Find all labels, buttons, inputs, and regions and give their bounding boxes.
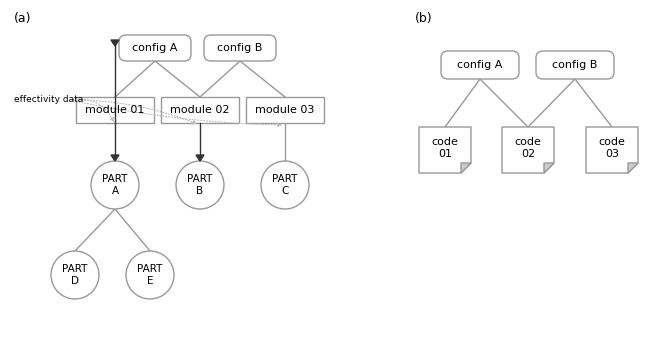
Text: PART
E: PART E xyxy=(137,264,163,286)
Text: PART
A: PART A xyxy=(102,174,128,196)
FancyBboxPatch shape xyxy=(536,51,614,79)
Bar xyxy=(246,97,324,123)
Text: PART
B: PART B xyxy=(187,174,213,196)
Text: module 01: module 01 xyxy=(85,105,145,115)
Circle shape xyxy=(91,161,139,209)
Polygon shape xyxy=(111,155,119,161)
Text: module 02: module 02 xyxy=(170,105,230,115)
Polygon shape xyxy=(111,40,119,46)
FancyBboxPatch shape xyxy=(204,35,276,61)
Circle shape xyxy=(51,251,99,299)
Circle shape xyxy=(176,161,224,209)
Text: effectivity data: effectivity data xyxy=(14,96,83,104)
Circle shape xyxy=(261,161,309,209)
FancyBboxPatch shape xyxy=(119,35,191,61)
Text: PART
C: PART C xyxy=(272,174,298,196)
Bar xyxy=(161,97,239,123)
Circle shape xyxy=(126,251,174,299)
Text: config A: config A xyxy=(457,60,503,70)
Text: (a): (a) xyxy=(14,12,31,25)
Text: PART
D: PART D xyxy=(62,264,88,286)
Text: (b): (b) xyxy=(415,12,433,25)
Text: code
01: code 01 xyxy=(432,137,458,159)
Text: config A: config A xyxy=(132,43,178,53)
Polygon shape xyxy=(586,127,638,173)
Polygon shape xyxy=(628,163,638,173)
Text: module 03: module 03 xyxy=(255,105,315,115)
Polygon shape xyxy=(461,163,471,173)
Text: config B: config B xyxy=(217,43,263,53)
Text: config B: config B xyxy=(553,60,598,70)
Text: code
02: code 02 xyxy=(515,137,542,159)
Polygon shape xyxy=(196,155,204,161)
Polygon shape xyxy=(419,127,471,173)
FancyBboxPatch shape xyxy=(441,51,519,79)
Text: code
03: code 03 xyxy=(598,137,625,159)
Bar xyxy=(76,97,154,123)
Polygon shape xyxy=(502,127,554,173)
Polygon shape xyxy=(544,163,554,173)
